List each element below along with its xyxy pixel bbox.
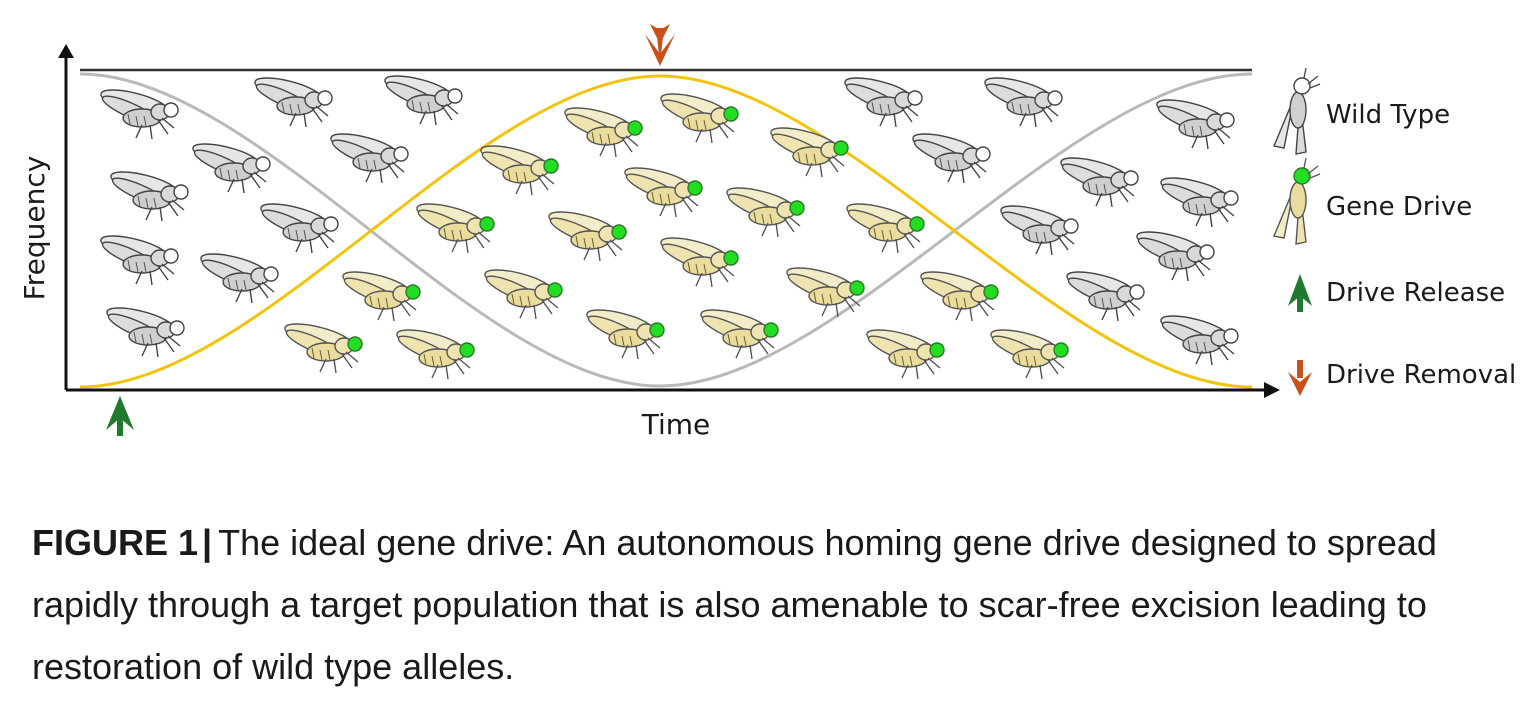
arrow-up-icon bbox=[1288, 274, 1312, 312]
gene-drive-fly-icon bbox=[282, 318, 363, 374]
wild-type-fly-icon bbox=[1154, 94, 1235, 150]
wild-type-fly-icon bbox=[258, 198, 339, 254]
wild-type-fly-icon bbox=[198, 248, 279, 304]
gene-drive-curve bbox=[79, 74, 1253, 389]
gene-drive-fly-icon bbox=[546, 206, 627, 262]
figure-caption: FIGURE 1 | The ideal gene drive: An autono… bbox=[32, 512, 1502, 698]
wild-type-fly-icon bbox=[1064, 266, 1145, 322]
gene-drive-fly-icon bbox=[562, 102, 643, 158]
caption-text: The ideal gene drive: An autonomous homi… bbox=[32, 522, 1437, 687]
wild-type-fly-icon bbox=[98, 230, 179, 286]
gene-drive-fly-icon bbox=[394, 324, 475, 380]
x-axis-arrowhead bbox=[1264, 382, 1280, 398]
caption-separator: | bbox=[202, 522, 213, 563]
drive-removal-marker bbox=[645, 24, 675, 66]
gene-drive-fly-icon bbox=[724, 182, 805, 238]
wild-type-fly-icon bbox=[382, 70, 463, 126]
gene-drive-fly-icon bbox=[478, 140, 559, 196]
gene-drive-fly-icon bbox=[768, 122, 849, 178]
fly-wild-type-icon bbox=[1273, 67, 1321, 155]
legend-item-drive-release: Drive Release bbox=[1288, 274, 1505, 312]
legend: Wild Type Gene Drive Drive Release Drive… bbox=[1273, 67, 1516, 396]
wild-type-fly-icon bbox=[1058, 152, 1139, 208]
caption-label: FIGURE 1 bbox=[32, 522, 199, 563]
wild-type-fly-icon bbox=[842, 72, 923, 128]
legend-label-drive-removal: Drive Removal bbox=[1326, 360, 1516, 390]
arrow-down-icon bbox=[1288, 360, 1312, 396]
legend-label-gene-drive: Gene Drive bbox=[1326, 192, 1472, 222]
x-axis-label: Time bbox=[641, 408, 711, 441]
arrow-up-icon bbox=[106, 396, 134, 436]
gene-drive-fly-icon bbox=[584, 304, 665, 360]
wild-type-fly-icon bbox=[1158, 310, 1239, 366]
wild-type-fly-icon bbox=[328, 128, 409, 184]
wild-type-fly-icon bbox=[1158, 172, 1239, 228]
y-axis-arrowhead bbox=[58, 44, 74, 58]
gene-drive-fly-icon bbox=[340, 266, 421, 322]
wild-type-flies bbox=[98, 70, 1239, 366]
gene-drive-fly-icon bbox=[784, 262, 865, 318]
gene-drive-fly-icon bbox=[918, 266, 999, 322]
gene-drive-diagram: Frequency Time Wild Type Gene Drive Driv… bbox=[18, 24, 1516, 441]
gene-drive-fly-icon bbox=[658, 88, 739, 144]
gene-drive-fly-icon bbox=[864, 324, 945, 380]
wild-type-curve bbox=[79, 72, 1253, 388]
gene-drive-fly-icon bbox=[414, 198, 495, 254]
wild-type-fly-icon bbox=[104, 302, 185, 358]
wild-type-fly-icon bbox=[998, 200, 1079, 256]
legend-item-gene-drive: Gene Drive bbox=[1273, 157, 1472, 245]
gene-drive-fly-icon bbox=[482, 264, 563, 320]
legend-label-wild-type: Wild Type bbox=[1326, 100, 1450, 130]
wild-type-fly-icon bbox=[910, 128, 991, 184]
legend-label-drive-release: Drive Release bbox=[1326, 278, 1505, 308]
legend-item-wild-type: Wild Type bbox=[1273, 67, 1450, 155]
gene-drive-fly-icon bbox=[698, 304, 779, 360]
fly-gene-drive-icon bbox=[1273, 157, 1321, 245]
wild-type-fly-icon bbox=[982, 72, 1063, 128]
y-axis-label: Frequency bbox=[18, 156, 51, 301]
arrow-down-icon bbox=[645, 24, 675, 66]
wild-type-fly-icon bbox=[1134, 226, 1215, 282]
diagram-canvas: Frequency Time Wild Type Gene Drive Driv… bbox=[18, 24, 1516, 441]
gene-drive-fly-icon bbox=[658, 232, 739, 288]
gene-drive-fly-icon bbox=[622, 162, 703, 218]
wild-type-fly-icon bbox=[108, 166, 189, 222]
wild-type-fly-icon bbox=[252, 72, 333, 128]
legend-item-drive-removal: Drive Removal bbox=[1288, 360, 1516, 396]
gene-drive-fly-icon bbox=[844, 198, 925, 254]
drive-release-marker bbox=[106, 396, 134, 436]
gene-drive-fly-icon bbox=[988, 324, 1069, 380]
